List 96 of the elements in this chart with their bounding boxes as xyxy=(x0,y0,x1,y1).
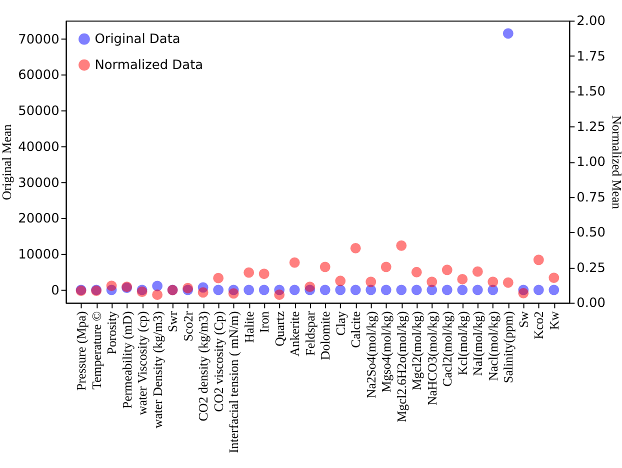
point xyxy=(289,257,300,268)
point xyxy=(380,284,392,296)
x-tick-label: Quartz xyxy=(272,310,287,346)
point xyxy=(442,284,452,296)
legend-label: Normalized Data xyxy=(94,58,204,74)
x-tick-label: Temperature © xyxy=(88,311,104,390)
x-tick-label: Kw xyxy=(546,310,562,330)
point xyxy=(366,276,376,288)
y2-tick-label: 0.75 xyxy=(576,190,606,206)
point xyxy=(152,280,163,292)
point xyxy=(488,276,498,288)
y2-tick-label: 1.00 xyxy=(576,155,606,170)
y-tick-label: 10000 xyxy=(18,248,60,263)
legend-label: Original Data xyxy=(94,32,180,48)
point xyxy=(350,284,361,296)
point xyxy=(213,284,224,296)
x-tick-label: CO2 density (kg/m3) xyxy=(196,311,211,422)
point xyxy=(152,290,163,300)
point xyxy=(533,284,544,296)
point xyxy=(457,274,468,284)
x-tick-label: Sw xyxy=(516,310,531,328)
y2-tick-label: 1.50 xyxy=(576,84,606,100)
point xyxy=(289,284,300,296)
point xyxy=(244,267,254,278)
point xyxy=(228,288,239,299)
point xyxy=(472,266,483,277)
y-tick-label: 70000 xyxy=(18,32,60,48)
x-tick-label: Halite xyxy=(241,310,256,343)
x-tick-label: Swr xyxy=(165,310,180,332)
x-tick-label: CO2 viscosity (Cp) xyxy=(210,311,226,412)
point xyxy=(396,240,407,251)
point xyxy=(457,284,468,296)
point xyxy=(350,242,361,254)
x-tick-label: Feldspar xyxy=(302,310,318,356)
x-tick-label: Iron xyxy=(256,310,272,333)
y2-tick-label: 1.75 xyxy=(576,49,606,64)
y2-tick-label: 1.25 xyxy=(576,120,606,135)
y-tick-label: 40000 xyxy=(18,140,60,155)
x-tick-label: Interfacial tension ( mN/m) xyxy=(226,311,242,454)
point xyxy=(213,272,224,284)
x-tick-label: Mgso4(mol/kg) xyxy=(378,311,394,392)
y2-axis-title: Normalized Mean xyxy=(609,115,622,210)
y2-tick-label: 0.25 xyxy=(576,260,606,276)
y-tick-label: 20000 xyxy=(18,212,60,227)
x-tick-label: Sco2r xyxy=(180,310,196,342)
point xyxy=(244,284,254,296)
point xyxy=(502,277,514,288)
x-tick-label: Kcl(mol/kg) xyxy=(454,311,470,376)
x-tick-label: Pressure (Mpa) xyxy=(74,311,89,391)
point xyxy=(258,268,270,280)
point xyxy=(106,280,117,292)
point xyxy=(533,254,544,266)
x-tick-label: NaHCO3(mol/kg) xyxy=(424,311,440,406)
point xyxy=(472,284,483,296)
point xyxy=(198,287,208,298)
point xyxy=(380,262,392,272)
point xyxy=(320,284,330,296)
point xyxy=(258,284,270,296)
x-tick-label: Dolomite xyxy=(318,310,333,360)
x-tick-label: Permeability (mD) xyxy=(119,311,134,409)
x-tick-label: Ankerite xyxy=(287,310,302,356)
y-axis-title: Original Mean xyxy=(0,124,14,200)
point xyxy=(335,284,346,296)
y-tick-label: 30000 xyxy=(18,176,60,191)
y2-tick-label: 0.00 xyxy=(576,296,606,312)
point xyxy=(411,266,422,278)
x-tick-label: water Viscosity (cp) xyxy=(134,311,150,416)
point xyxy=(304,282,316,292)
y2-tick-label: 0.50 xyxy=(576,226,606,241)
x-tick-label: Porosity xyxy=(104,310,120,354)
x-tick-label: Mgcl2(mol/kg) xyxy=(409,311,424,390)
x-tick-label: Mgcl2.6H2o(mol/kg) xyxy=(394,311,409,422)
x-tick-label: Nacl(mol/kg) xyxy=(485,311,500,381)
x-tick-label: Salinity(ppm) xyxy=(500,311,516,384)
x-tick-label: NaI(mol/kg) xyxy=(470,311,486,376)
x-tick-label: Cacl2(mol/kg) xyxy=(440,311,455,387)
point xyxy=(442,264,452,276)
point xyxy=(396,284,407,296)
x-tick-label: Kco2 xyxy=(531,311,546,340)
point xyxy=(274,290,285,300)
x-tick-label: Na2So4(mol/kg) xyxy=(363,311,378,398)
point xyxy=(411,284,422,296)
y-tick-label: 60000 xyxy=(18,68,60,84)
y-tick-label: 0 xyxy=(51,283,60,298)
point xyxy=(320,262,330,272)
point xyxy=(426,276,438,288)
y-tick-label: 50000 xyxy=(18,104,60,120)
x-tick-label: Clay xyxy=(332,310,348,336)
point xyxy=(335,276,346,286)
point xyxy=(548,284,560,296)
y2-tick-label: 2.00 xyxy=(576,14,606,30)
point xyxy=(518,288,529,298)
x-tick-label: water Density (kg/m3) xyxy=(150,311,165,428)
x-tick-label: Calcite xyxy=(348,310,364,348)
point xyxy=(548,272,560,284)
point xyxy=(502,28,514,39)
